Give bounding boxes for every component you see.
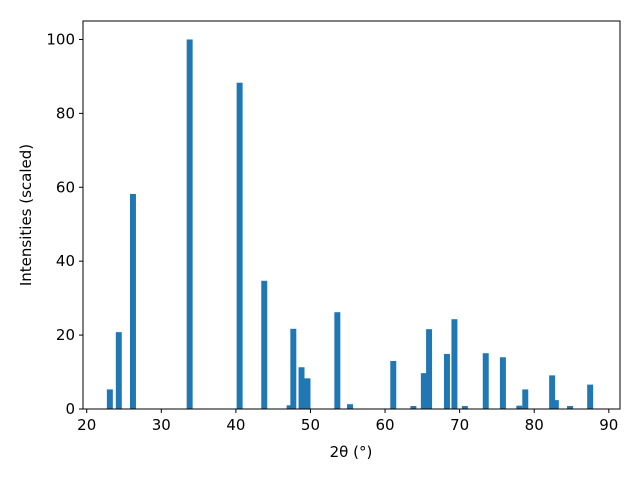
bar <box>516 405 523 409</box>
bar <box>549 375 556 409</box>
bar <box>106 389 113 409</box>
y-tick-label: 80 <box>56 104 75 122</box>
y-tick-label: 20 <box>56 326 75 344</box>
bar <box>290 328 297 409</box>
bar <box>443 353 450 409</box>
bar <box>261 280 268 409</box>
bar <box>552 400 559 409</box>
bar <box>115 332 122 409</box>
bar <box>186 39 193 409</box>
bar <box>347 404 353 409</box>
bar <box>334 312 341 409</box>
x-tick-label: 60 <box>376 416 395 434</box>
bar <box>461 406 468 409</box>
bar <box>304 378 311 409</box>
bar <box>451 319 458 409</box>
y-tick-label: 60 <box>56 178 75 196</box>
x-axis-label: 2θ (°) <box>330 443 373 461</box>
x-tick-label: 20 <box>77 416 96 434</box>
bar <box>298 367 305 409</box>
bar <box>236 82 243 409</box>
x-tick-label: 30 <box>152 416 171 434</box>
bar <box>426 329 433 409</box>
bar <box>499 357 506 409</box>
x-tick-label: 50 <box>301 416 320 434</box>
y-axis-label: Intensities (scaled) <box>17 144 35 286</box>
plot-frame <box>82 20 621 410</box>
y-tick-label: 40 <box>56 252 75 270</box>
bar <box>390 360 397 409</box>
bar <box>410 406 417 409</box>
y-tick-label: 0 <box>65 400 75 418</box>
bar <box>567 406 574 409</box>
bar <box>420 373 427 409</box>
bar <box>522 389 529 409</box>
bar <box>482 353 489 409</box>
bar <box>587 384 594 409</box>
bar <box>129 193 136 409</box>
x-tick-label: 40 <box>226 416 245 434</box>
x-tick-label: 90 <box>599 416 618 434</box>
x-tick-label: 80 <box>525 416 544 434</box>
bar <box>286 405 293 409</box>
x-tick-label: 70 <box>450 416 469 434</box>
y-tick-label: 100 <box>46 30 75 48</box>
